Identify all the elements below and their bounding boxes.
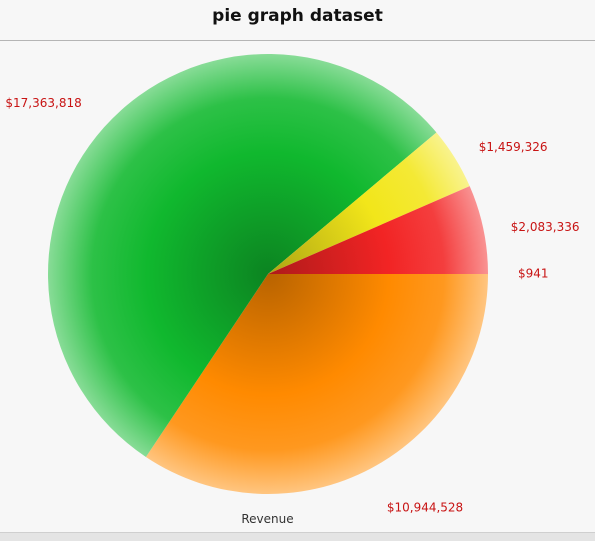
pie-slice-label-1: $10,944,528	[387, 501, 463, 515]
pie-slice-label-0: $941	[518, 267, 549, 281]
pie-slices	[47, 53, 488, 494]
pie-slice-label-3: $1,459,326	[479, 140, 548, 154]
pie-slice-3	[268, 132, 470, 274]
pie-slice-1	[145, 274, 488, 494]
bottom-bar	[0, 532, 595, 541]
pie-slice-label-2: $17,363,818	[5, 96, 81, 110]
pie-slice-4	[268, 186, 488, 274]
pie-slice-label-4: $2,083,336	[511, 220, 580, 234]
pie-slice-2	[47, 53, 437, 458]
title-divider	[0, 40, 595, 41]
pie-labels: $941 $10,944,528 $17,363,818 $1,459,326 $2,0…	[5, 96, 579, 515]
chart-title: pie graph dataset	[212, 6, 383, 26]
x-axis-label: Revenue	[241, 512, 294, 526]
